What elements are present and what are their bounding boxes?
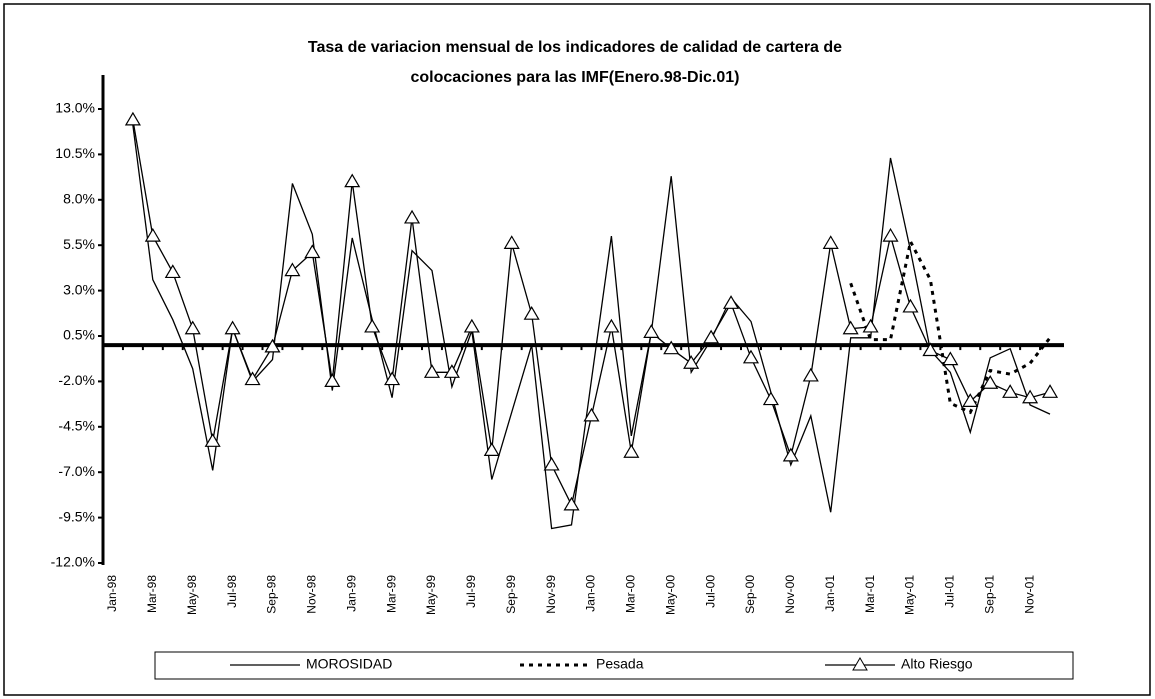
point-marker: [982, 375, 999, 389]
point-marker: [144, 227, 161, 242]
series-line: [849, 237, 1052, 415]
point-marker: [762, 391, 779, 406]
x-tick-label: Nov-00: [783, 575, 797, 614]
point-marker: [423, 364, 441, 378]
x-tick-label: Sep-98: [265, 575, 279, 614]
y-tick-label: 13.0%: [55, 100, 95, 116]
x-tick-label: Nov-98: [305, 575, 319, 614]
point-marker: [204, 433, 221, 447]
x-tick-label: Jan-00: [584, 575, 598, 612]
legend-marker: [852, 657, 868, 671]
point-marker: [563, 496, 580, 511]
y-tick-label: 8.0%: [63, 191, 95, 207]
point-marker: [503, 235, 520, 249]
point-marker: [364, 318, 381, 333]
y-tick-label: 3.0%: [63, 281, 95, 297]
point-marker: [623, 444, 640, 458]
point-marker: [1002, 384, 1019, 398]
point-marker: [922, 342, 939, 357]
point-marker: [962, 393, 979, 407]
y-tick-label: -12.0%: [51, 554, 95, 570]
x-tick-label: Jul-99: [464, 575, 478, 608]
point-marker: [384, 371, 401, 386]
point-marker: [882, 227, 899, 242]
point-marker: [942, 351, 959, 366]
y-tick-label: -9.5%: [58, 508, 95, 524]
x-tick-label: Mar-98: [145, 575, 159, 613]
x-tick-label: May-01: [903, 575, 917, 615]
point-marker: [862, 318, 879, 333]
point-marker: [782, 447, 799, 462]
y-tick-label: 5.5%: [63, 236, 95, 252]
y-tick-label: -7.0%: [58, 463, 95, 479]
point-marker: [483, 442, 500, 457]
x-tick-label: Jan-98: [105, 575, 119, 612]
series-line: [132, 125, 1051, 530]
y-tick-label: 0.5%: [63, 327, 95, 343]
x-tick-label: Jan-01: [823, 575, 837, 612]
legend-label: Alto Riesgo: [901, 656, 973, 672]
point-marker: [124, 111, 141, 126]
chart-border: [3, 3, 1151, 696]
x-tick-label: Sep-01: [982, 575, 996, 614]
legend-box: [154, 651, 1074, 680]
x-tick-label: May-99: [424, 575, 438, 615]
point-marker: [184, 320, 201, 335]
point-marker: [264, 338, 281, 353]
point-marker: [164, 264, 181, 279]
x-tick-label: Jul-00: [703, 575, 717, 608]
y-tick-label: 10.5%: [55, 145, 95, 161]
x-tick-label: Sep-00: [743, 575, 757, 614]
x-tick-label: Jul-98: [225, 575, 239, 608]
point-marker: [842, 320, 859, 335]
x-tick-label: Mar-01: [863, 575, 877, 613]
point-marker: [403, 209, 421, 224]
point-marker: [304, 244, 321, 259]
chart-title: Tasa de variacion mensual de los indicad…: [308, 39, 842, 56]
point-marker: [344, 173, 361, 188]
point-marker: [224, 320, 241, 335]
point-marker: [244, 371, 261, 386]
point-marker: [603, 318, 620, 333]
point-marker: [284, 262, 301, 277]
x-tick-label: Nov-01: [1022, 575, 1036, 614]
point-marker: [742, 349, 760, 364]
point-marker: [1041, 384, 1059, 398]
x-tick-label: Mar-00: [624, 575, 638, 613]
x-tick-label: Sep-99: [504, 575, 518, 614]
point-marker: [722, 295, 740, 309]
point-marker: [703, 329, 720, 344]
point-marker: [583, 407, 600, 422]
point-marker: [463, 318, 480, 333]
point-marker: [523, 306, 540, 320]
x-tick-label: May-00: [663, 575, 677, 615]
y-tick-label: -4.5%: [58, 418, 95, 434]
point-marker: [1022, 389, 1039, 404]
x-tick-label: Jan-99: [344, 575, 358, 612]
x-tick-label: Mar-99: [384, 575, 398, 613]
point-marker: [902, 298, 919, 313]
chart-title: colocaciones para las IMF(Enero.98-Dic.0…: [410, 69, 739, 86]
legend-label: MOROSIDAD: [306, 656, 392, 672]
point-marker: [822, 235, 839, 249]
point-marker: [443, 364, 460, 378]
x-tick-label: Nov-99: [544, 575, 558, 614]
point-marker: [683, 355, 700, 369]
x-tick-label: Jul-01: [943, 575, 957, 608]
point-marker: [324, 373, 341, 387]
point-marker: [802, 367, 819, 382]
point-marker: [643, 324, 660, 338]
point-marker: [543, 456, 560, 471]
legend-label: Pesada: [596, 656, 644, 672]
x-tick-label: May-98: [185, 575, 199, 615]
y-tick-label: -2.0%: [58, 372, 95, 388]
point-marker: [663, 340, 680, 355]
